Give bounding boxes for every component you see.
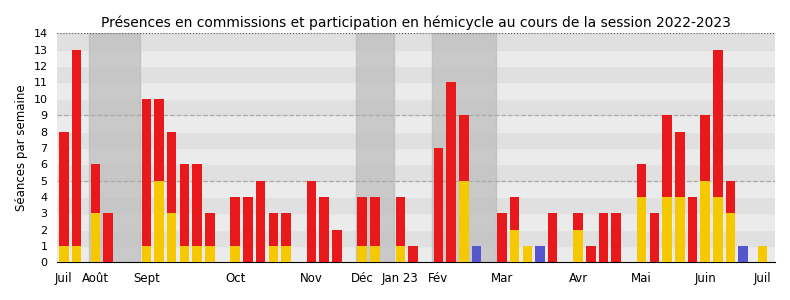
Bar <box>167 131 176 213</box>
Title: Présences en commissions et participation en hémicycle au cours de la session 20: Présences en commissions et participatio… <box>101 15 731 29</box>
Bar <box>231 197 240 246</box>
Y-axis label: Séances par semaine: Séances par semaine <box>15 85 28 211</box>
Bar <box>713 197 723 262</box>
Bar <box>662 197 672 262</box>
Bar <box>91 213 100 262</box>
Bar <box>179 246 189 262</box>
Bar <box>58 82 775 99</box>
Bar <box>58 197 775 213</box>
Bar <box>637 164 646 197</box>
Bar <box>739 246 748 262</box>
Bar <box>459 115 468 181</box>
Bar <box>141 99 151 246</box>
Bar <box>586 246 596 262</box>
Bar <box>91 164 100 213</box>
Bar <box>675 197 684 262</box>
Bar <box>154 181 164 262</box>
Bar <box>356 33 394 262</box>
Bar <box>726 181 735 213</box>
Bar <box>103 213 113 262</box>
Bar <box>243 197 253 262</box>
Bar <box>713 50 723 197</box>
Bar <box>58 115 775 131</box>
Bar <box>611 213 621 262</box>
Bar <box>72 50 81 246</box>
Bar <box>59 131 69 246</box>
Bar <box>649 213 659 262</box>
Bar <box>58 148 775 164</box>
Bar <box>599 213 608 262</box>
Bar <box>396 197 405 246</box>
Bar <box>357 246 367 262</box>
Bar <box>58 131 775 148</box>
Bar <box>522 246 532 262</box>
Bar <box>434 148 443 262</box>
Bar <box>154 99 164 181</box>
Bar <box>269 246 278 262</box>
Bar <box>319 197 329 262</box>
Bar <box>58 213 775 230</box>
Bar <box>58 66 775 82</box>
Bar <box>497 213 506 262</box>
Bar <box>231 246 240 262</box>
Bar <box>701 181 710 262</box>
Bar <box>58 99 775 115</box>
Bar <box>58 164 775 181</box>
Bar <box>574 230 583 262</box>
Bar <box>371 246 380 262</box>
Bar <box>459 181 468 262</box>
Bar <box>371 197 380 246</box>
Bar <box>58 246 775 262</box>
Bar <box>307 181 316 262</box>
Bar <box>675 131 684 197</box>
Bar <box>472 246 481 262</box>
Bar <box>58 50 775 66</box>
Bar <box>332 230 341 262</box>
Bar <box>548 213 558 262</box>
Bar <box>72 246 81 262</box>
Bar <box>701 115 710 181</box>
Bar <box>446 82 456 262</box>
Bar <box>59 246 69 262</box>
Bar <box>510 197 519 230</box>
Bar <box>357 197 367 246</box>
Bar <box>637 197 646 262</box>
Bar <box>256 181 265 262</box>
Bar <box>726 213 735 262</box>
Bar <box>141 246 151 262</box>
Bar <box>167 213 176 262</box>
Bar <box>58 33 775 50</box>
Bar <box>192 164 202 246</box>
Bar <box>758 246 767 262</box>
Bar <box>281 213 291 246</box>
Bar <box>662 115 672 197</box>
Bar <box>269 213 278 246</box>
Bar <box>179 164 189 246</box>
Bar <box>408 246 418 262</box>
Bar <box>396 246 405 262</box>
Bar <box>687 197 698 262</box>
Bar <box>510 230 519 262</box>
Bar <box>432 33 495 262</box>
Bar <box>89 33 140 262</box>
Bar <box>205 246 215 262</box>
Bar <box>574 213 583 230</box>
Bar <box>536 246 545 262</box>
Bar <box>58 230 775 246</box>
Bar <box>281 246 291 262</box>
Bar <box>192 246 202 262</box>
Bar <box>58 181 775 197</box>
Bar <box>205 213 215 246</box>
